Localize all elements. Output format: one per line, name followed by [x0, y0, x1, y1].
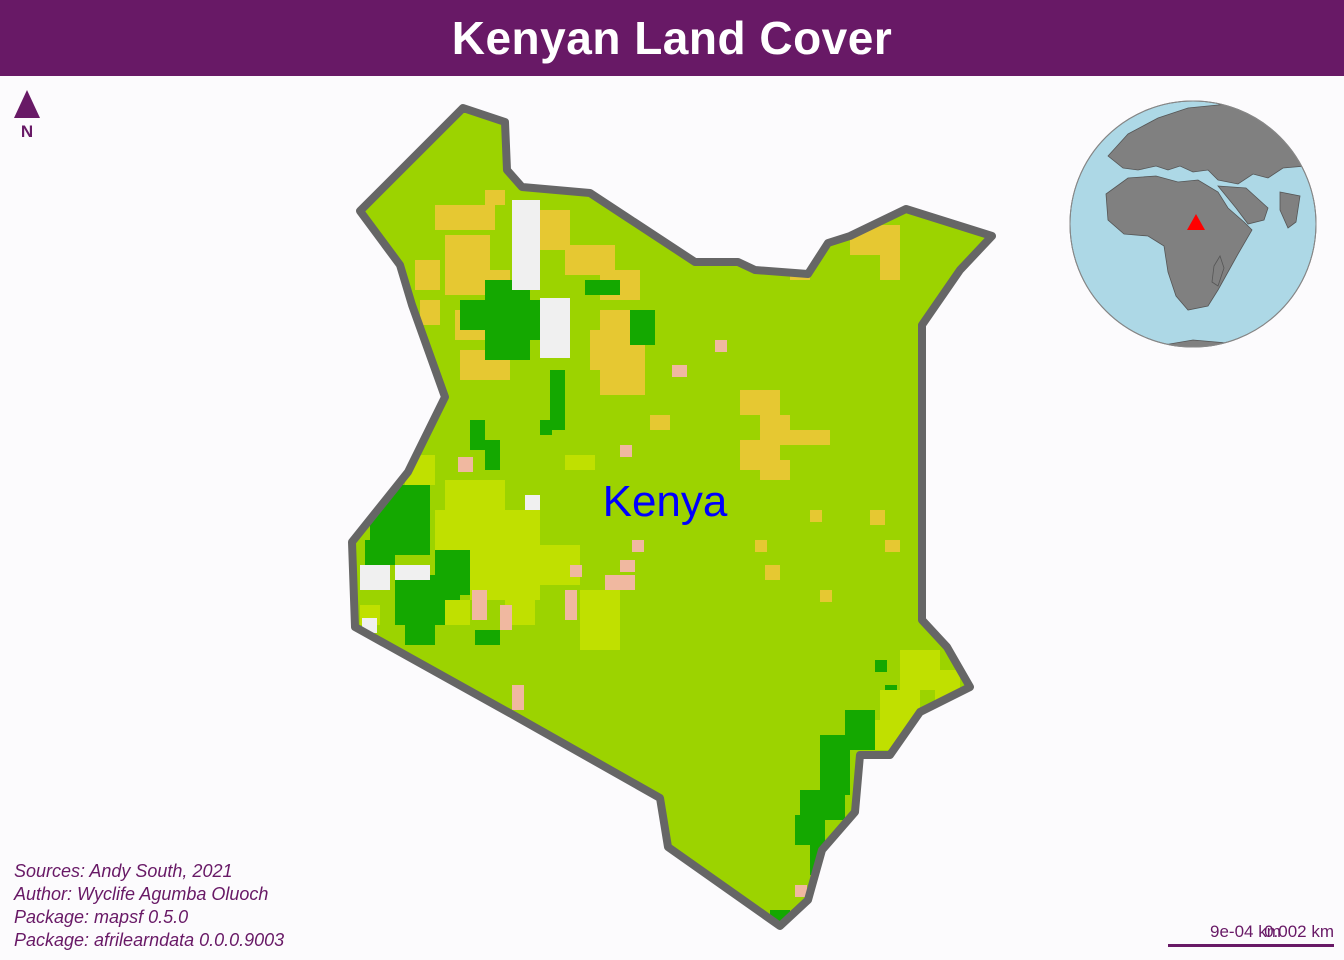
land-cover-cell [472, 590, 487, 620]
land-cover-cell [795, 815, 825, 845]
land-cover-cell [512, 200, 540, 290]
land-cover-cell [460, 300, 490, 330]
land-cover-cell [590, 330, 610, 370]
land-cover-cell [512, 685, 524, 710]
land-cover-cell [540, 298, 570, 358]
kenya-border [348, 104, 996, 930]
credit-package-mapsf: Package: mapsf 0.5.0 [14, 907, 189, 927]
land-cover-cell [485, 280, 530, 360]
map-credits: Sources: Andy South, 2021 Author: Wyclif… [14, 860, 284, 952]
land-cover-cell [565, 590, 577, 620]
country-label: Kenya [603, 477, 728, 526]
land-cover-cell [565, 455, 595, 470]
land-cover-cell [445, 480, 505, 510]
land-cover-cell [485, 190, 505, 205]
land-cover-cell [650, 415, 670, 430]
scale-label-b: 9e-04 km [1210, 922, 1281, 941]
land-cover-cell [475, 630, 500, 645]
land-cover-cell [500, 605, 512, 630]
land-cover-cell [550, 370, 565, 430]
north-arrow-icon [14, 90, 40, 118]
land-cover-cell [580, 590, 620, 650]
land-cover-raster [360, 190, 960, 922]
land-cover-cell [435, 205, 495, 230]
land-cover-cell [820, 590, 832, 602]
land-cover-cell [795, 885, 807, 897]
land-cover-cell [360, 565, 390, 590]
land-cover-cell [740, 390, 780, 415]
locator-marker [1187, 214, 1205, 230]
land-cover-cell [570, 565, 582, 577]
land-cover-cell [395, 565, 430, 580]
land-cover-cell [445, 600, 470, 625]
land-cover-cell [630, 310, 655, 345]
land-cover-cell [875, 660, 887, 672]
credit-sources: Sources: Andy South, 2021 [14, 861, 233, 881]
land-cover-cell [405, 625, 435, 645]
land-cover-cell [870, 510, 885, 525]
scale-label-a: 0.002 km [1264, 922, 1334, 941]
land-cover-cell [458, 457, 473, 472]
land-cover-cell [755, 540, 767, 552]
land-cover-cell [605, 575, 635, 590]
land-cover-cell [900, 650, 940, 690]
north-arrow-label: N [20, 122, 34, 141]
locator-globe [1069, 100, 1317, 348]
credit-author: Author: Wyclife Agumba Oluoch [14, 884, 269, 904]
scale-bar: 0.002 km 9e-04 km [1168, 922, 1334, 948]
land-cover-cell [415, 260, 440, 290]
land-cover-cell [365, 540, 395, 565]
land-cover-cell [470, 420, 485, 450]
land-cover-cell [540, 420, 552, 435]
land-cover-cell [672, 365, 687, 377]
credit-package-afrilearndata: Package: afrilearndata 0.0.0.9003 [14, 930, 285, 950]
land-cover-cell [470, 510, 540, 600]
land-cover-cell [525, 495, 540, 510]
land-cover-cell [485, 440, 500, 470]
scale-line [1168, 944, 1334, 947]
land-cover-cell [435, 510, 475, 550]
land-cover-cell [790, 430, 830, 445]
land-cover-cell [845, 710, 875, 750]
map-title: Kenyan Land Cover [451, 12, 893, 64]
land-cover-cell [810, 510, 822, 522]
land-cover-cell [585, 280, 620, 295]
land-cover-cell [715, 340, 727, 352]
land-cover-cell [632, 540, 644, 552]
land-cover-cell [420, 300, 440, 325]
land-cover-cell [875, 720, 895, 750]
land-cover-cell [880, 255, 900, 280]
north-arrow: N [10, 88, 44, 144]
land-cover-cell [540, 210, 570, 250]
land-cover-cell [885, 540, 900, 552]
title-bar: Kenyan Land Cover [0, 0, 1344, 76]
land-cover-cell [765, 565, 780, 580]
land-cover-cell [620, 560, 635, 572]
land-cover-cell [760, 460, 790, 480]
land-cover-cell [620, 445, 632, 457]
